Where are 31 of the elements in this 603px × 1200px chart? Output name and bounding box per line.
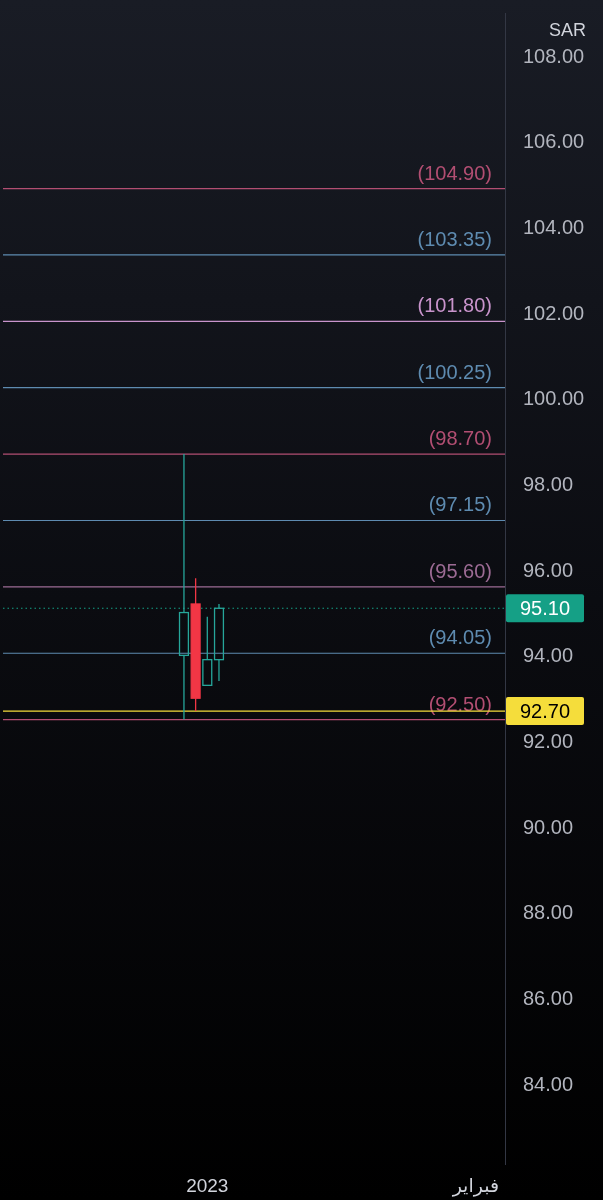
ref-line-label: (94.05) xyxy=(428,626,492,649)
x-tick-label: فبراير xyxy=(451,1175,499,1197)
y-tick-label: 94.00 xyxy=(523,644,574,667)
x-tick-label: 2023 xyxy=(186,1175,229,1196)
y-axis-title: SAR xyxy=(548,20,586,41)
text: 92.70 xyxy=(519,700,571,723)
y-tick-label: 96.00 xyxy=(523,558,574,581)
y-tick-label: 86.00 xyxy=(523,986,574,1009)
text: 95.10 xyxy=(519,597,571,620)
y-tick-label: 108.00 xyxy=(523,44,585,67)
y-tick-label: 102.00 xyxy=(523,301,585,324)
candlestick xyxy=(178,453,190,721)
ref-line-label: (101.80) xyxy=(417,294,492,317)
y-tick-label: 100.00 xyxy=(523,387,585,410)
y-tick-label: 84.00 xyxy=(523,1072,574,1095)
ref-line-label: (92.50) xyxy=(428,692,492,715)
y-tick-label: 90.00 xyxy=(523,815,574,838)
y-tick-label: 98.00 xyxy=(523,473,574,496)
y-tick-label: 106.00 xyxy=(523,130,585,153)
ref-line-label: (100.25) xyxy=(417,360,492,383)
y-tick-label: 92.00 xyxy=(523,730,574,753)
y-tick-label: 88.00 xyxy=(523,901,574,924)
y-tick-label: 104.00 xyxy=(523,216,585,239)
candlestick xyxy=(202,616,213,687)
candlestick xyxy=(213,603,225,682)
ref-line-label: (97.15) xyxy=(428,493,492,516)
ref-line-label: (98.70) xyxy=(428,427,492,450)
ref-line-label: (103.35) xyxy=(417,227,492,250)
ref-line-label: (95.60) xyxy=(428,559,492,582)
candlestick xyxy=(190,577,201,712)
ref-line-label: (104.90) xyxy=(417,161,492,184)
